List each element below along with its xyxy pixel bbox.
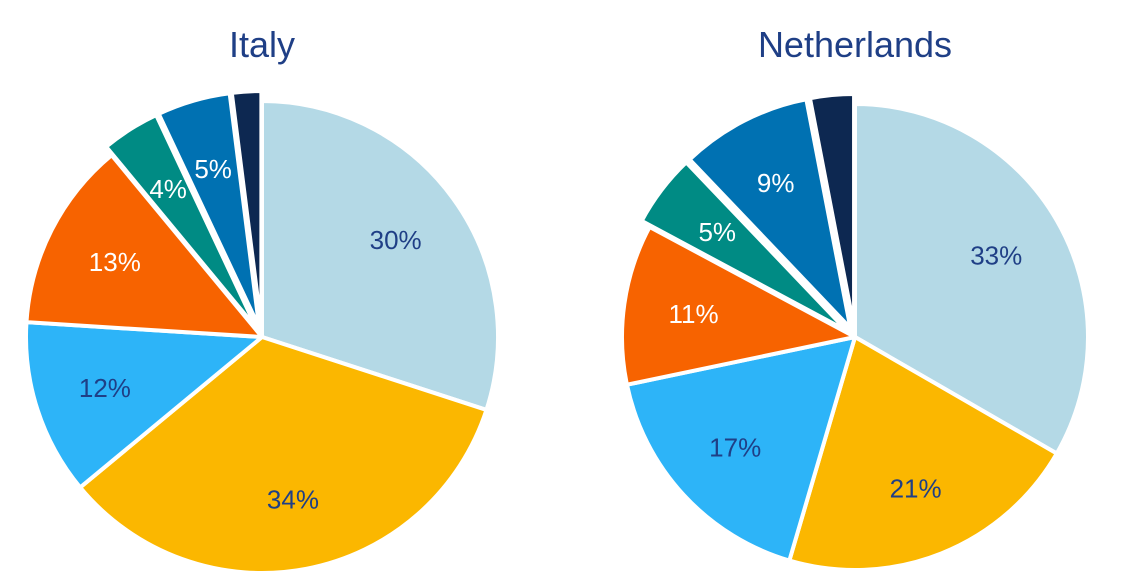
slice-label: 30% [370,225,422,255]
chart-title-netherlands: Netherlands [758,24,952,65]
slice-label: 12% [79,373,131,403]
pie-slice [687,97,853,331]
pie-slice [620,224,857,387]
pie-slice [229,89,264,330]
slice-label: 17% [709,433,761,463]
slice-label: 13% [89,247,141,277]
pie-slice [624,335,857,563]
slice-label: 5% [698,217,736,247]
slice-label: 33% [970,240,1022,270]
pie-slice [639,160,850,333]
pie-slice [853,102,1090,456]
pie-slice [24,153,264,339]
pie-slice [807,92,857,330]
slice-label: 9% [757,168,795,198]
pie-slice [787,335,1059,572]
slice-label: 4% [149,174,187,204]
pie-slice [104,113,259,331]
pie-slice [78,335,489,575]
slice-label: 5% [194,154,232,184]
pie-slice [260,99,500,412]
pie-slice [156,91,262,330]
pie-chart-italy: Italy 30% 34% 12% 13% 4%5% [24,24,500,575]
pie-slice [24,320,264,490]
slice-label: 11% [669,299,719,329]
chart-title-italy: Italy [229,24,295,65]
pie-chart-netherlands: Netherlands 33% 21% 17% 11% 5% 9% [620,24,1090,572]
slice-label: 34% [267,484,319,514]
slice-label: 21% [890,473,942,503]
